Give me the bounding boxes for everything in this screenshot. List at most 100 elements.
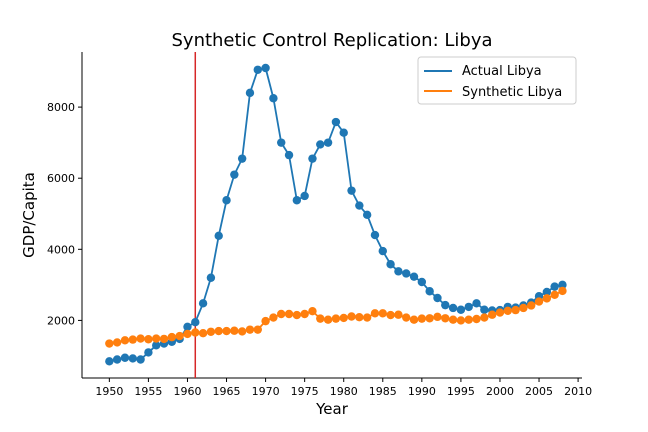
x-tick-label: 1985 (369, 385, 397, 398)
point-synthetic-libya (112, 338, 122, 347)
point-actual-libya (237, 154, 247, 163)
point-actual-libya (136, 355, 145, 364)
point-synthetic-libya (472, 314, 481, 324)
point-actual-libya (222, 196, 231, 205)
x-tick-label: 1980 (330, 385, 358, 398)
x-tick-label: 1950 (95, 385, 123, 398)
point-synthetic-libya (464, 315, 473, 324)
point-actual-libya (542, 287, 552, 297)
point-synthetic-libya (191, 328, 200, 337)
x-ticks: 1950 1955 1960 1965 1970 1975 1980 1985 1990 1995… (95, 378, 592, 398)
point-actual-libya (441, 300, 450, 310)
chart-title: Synthetic Control Replication: Libya (171, 30, 492, 51)
point-synthetic-libya (503, 306, 512, 316)
point-actual-libya (214, 231, 223, 240)
x-tick-label: 1960 (173, 385, 201, 398)
point-synthetic-libya (378, 309, 387, 318)
point-actual-libya (355, 201, 364, 210)
point-synthetic-libya (339, 313, 348, 323)
point-synthetic-libya (417, 314, 427, 323)
point-actual-libya (464, 302, 473, 312)
point-synthetic-libya (441, 314, 450, 323)
x-tick-label: 1990 (408, 385, 436, 398)
point-actual-libya (316, 140, 325, 149)
point-actual-libya (472, 299, 481, 308)
point-synthetic-libya (519, 303, 528, 313)
point-synthetic-libya (120, 336, 130, 345)
point-synthetic-libya (316, 314, 325, 323)
x-axis-title: Year (315, 400, 349, 418)
point-synthetic-libya (511, 305, 520, 315)
point-actual-libya (191, 317, 200, 327)
point-actual-libya (331, 117, 341, 127)
y-tick-label: 8000 (47, 101, 75, 114)
point-synthetic-libya (167, 332, 177, 342)
point-synthetic-libya (237, 327, 247, 336)
point-synthetic-libya (480, 313, 489, 322)
point-synthetic-libya (292, 310, 302, 320)
y-tick-label: 2000 (47, 314, 75, 327)
point-actual-libya (253, 65, 262, 74)
point-synthetic-libya (331, 314, 341, 323)
legend: Actual Libya Synthetic Libya (417, 56, 577, 105)
point-synthetic-libya (386, 310, 395, 320)
point-synthetic-libya (277, 309, 286, 319)
plot-area: 1950 1955 1960 1965 1970 1975 1980 1985 1990 1995… (47, 52, 592, 398)
point-synthetic-libya (261, 316, 270, 326)
point-synthetic-libya (152, 334, 161, 343)
point-synthetic-libya (550, 290, 559, 300)
point-synthetic-libya (308, 306, 317, 316)
y-ticks: 2000 4000 6000 8000 (47, 101, 82, 327)
point-actual-libya (105, 357, 114, 366)
point-actual-libya (409, 272, 419, 281)
point-synthetic-libya (534, 297, 544, 306)
point-actual-libya (292, 196, 302, 205)
point-synthetic-libya (355, 313, 364, 322)
point-synthetic-libya (245, 325, 255, 334)
point-actual-libya (152, 341, 161, 350)
point-actual-libya (144, 348, 153, 357)
point-actual-libya (362, 210, 372, 220)
series-group (105, 52, 567, 378)
x-tick-label: 1970 (252, 385, 280, 398)
point-synthetic-libya (214, 326, 223, 336)
point-synthetic-libya (105, 339, 114, 348)
x-tick-label: 1965 (213, 385, 241, 398)
point-synthetic-libya (128, 335, 137, 344)
point-actual-libya (386, 260, 395, 269)
point-actual-libya (347, 186, 356, 195)
point-synthetic-libya (222, 326, 231, 336)
point-synthetic-libya (323, 315, 333, 324)
point-actual-libya (183, 322, 192, 332)
y-tick-label: 4000 (47, 243, 75, 256)
point-actual-libya (550, 282, 559, 291)
x-tick-label: 2000 (486, 385, 514, 398)
legend-box (417, 56, 577, 105)
point-actual-libya (128, 354, 137, 363)
point-synthetic-libya (456, 316, 466, 325)
point-actual-libya (394, 267, 403, 276)
point-actual-libya (300, 191, 309, 201)
x-tick-label: 2010 (564, 385, 592, 398)
point-actual-libya (558, 280, 567, 290)
point-synthetic-libya (269, 313, 278, 322)
point-synthetic-libya (144, 335, 153, 344)
y-tick-label: 6000 (47, 172, 75, 185)
point-synthetic-libya (495, 308, 505, 317)
point-synthetic-libya (394, 310, 403, 319)
point-actual-libya (230, 170, 239, 179)
point-synthetic-libya (159, 334, 169, 344)
point-synthetic-libya (284, 309, 294, 319)
point-actual-libya (308, 154, 317, 163)
point-actual-libya (417, 277, 427, 287)
point-actual-libya (339, 128, 348, 137)
point-synthetic-libya (198, 329, 208, 338)
point-actual-libya (261, 63, 270, 73)
point-synthetic-libya (370, 309, 380, 318)
y-axis-title: GDP/Capita (20, 172, 38, 258)
x-tick-label: 1975 (291, 385, 319, 398)
point-synthetic-libya (300, 309, 309, 319)
point-actual-libya (245, 88, 255, 98)
point-synthetic-libya (448, 315, 458, 324)
